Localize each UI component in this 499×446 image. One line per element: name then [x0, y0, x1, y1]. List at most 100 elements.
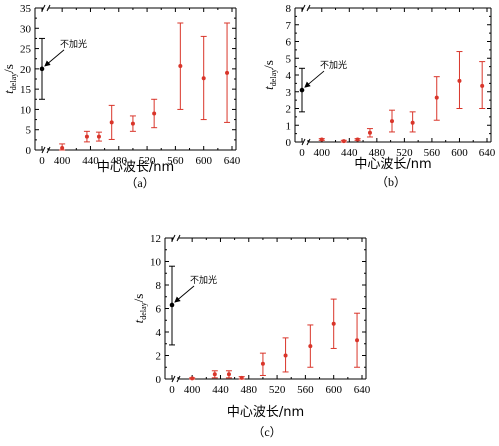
chart-panel-c: 0 2 4 6 8 10 12 0 400 440 480 520 560 600 640 中心波长/nm td…	[131, 233, 371, 439]
y-tick-label: 5	[286, 53, 292, 65]
y-axis-label-subscript: delay	[139, 302, 148, 319]
x-axis-label: 中心波长/nm	[354, 157, 431, 172]
annotation-arrow	[174, 285, 195, 303]
y-tick-label: 12	[150, 233, 161, 245]
x-tick-label: 0	[299, 147, 305, 159]
data-point	[389, 119, 394, 124]
x-tick-label: 520	[396, 147, 413, 159]
data-point	[283, 353, 288, 358]
y-tick-label: 10	[150, 257, 162, 269]
data-point	[201, 76, 206, 81]
y-tick-label: 0	[286, 137, 292, 149]
data-point	[152, 111, 157, 116]
data-point	[355, 137, 360, 142]
data-point	[225, 70, 230, 75]
y-axis-label-symbol: t	[1, 90, 16, 94]
x-tick-label: 0	[39, 155, 45, 167]
chart-panel-b: 0 1 2 3 4 5 6 7 8 0 400 440 480 520 560 600 640 中心波长/nm td…	[261, 3, 496, 189]
x-tick-label: 600	[195, 155, 212, 167]
x-tick-label: 0	[169, 384, 175, 396]
y-axis-label: tdelay/s	[131, 294, 148, 324]
data-point	[226, 372, 231, 377]
x-tick-label: 600	[451, 147, 468, 159]
x-tick-label: 400	[184, 384, 201, 396]
x-tick-label: 600	[325, 384, 342, 396]
y-axis-label: tdelay/s	[1, 64, 18, 94]
x-axis-label: 中心波长/nm	[97, 160, 174, 175]
y-tick-label: 25	[20, 44, 32, 56]
x-tick-label: 560	[424, 147, 441, 159]
x-tick-label: 440	[341, 147, 358, 159]
y-tick-label: 35	[20, 3, 32, 15]
data-point	[60, 145, 65, 150]
data-point	[457, 78, 462, 83]
x-axis-label: 中心波长/nm	[227, 405, 304, 420]
x-tick-label: 400	[314, 147, 331, 159]
axis-break-gap	[173, 236, 179, 240]
x-tick-label: 640	[354, 384, 371, 396]
annotation-arrow	[44, 49, 65, 67]
chart-panel-a: 0 5 10 15 20 25 30 35 0 400 440 480 520 560 600 640 中心波长…	[1, 3, 241, 190]
y-axis-label-unit: /s	[131, 294, 146, 303]
y-axis-label-unit: /s	[1, 64, 16, 73]
data-point	[308, 344, 313, 349]
axis-break-gap	[173, 377, 179, 381]
y-tick-label: 7	[286, 20, 292, 32]
axis-break-mark	[171, 375, 176, 383]
axis-break-gap	[303, 140, 309, 144]
data-point	[190, 376, 195, 381]
axis-break-mark	[301, 138, 306, 146]
x-tick-label: 640	[224, 155, 241, 167]
data-point	[480, 83, 485, 88]
y-tick-label: 1	[286, 120, 292, 132]
y-tick-label: 5	[26, 125, 32, 137]
data-point	[410, 120, 415, 125]
data-point	[341, 139, 346, 144]
panel-label: （b）	[376, 175, 406, 189]
panel-label: （a）	[125, 176, 154, 190]
y-tick-label: 4	[156, 327, 162, 339]
y-tick-label: 15	[20, 84, 32, 96]
data-point	[260, 361, 265, 366]
y-axis-label-symbol: t	[131, 319, 146, 323]
baseline-point	[39, 66, 45, 72]
data-point	[367, 130, 372, 135]
baseline-point	[169, 302, 175, 308]
annotation-arrow	[304, 70, 325, 88]
y-axis-label-subscript: delay	[9, 73, 18, 90]
axis-break-mark	[41, 146, 46, 154]
annotation-label: 不加光	[320, 59, 347, 71]
data-point	[434, 95, 439, 100]
data-point	[319, 137, 324, 142]
x-tick-label: 520	[269, 384, 286, 396]
y-axis-label-unit: /s	[261, 60, 276, 69]
y-tick-label: 3	[286, 87, 292, 99]
x-tick-label: 640	[479, 147, 496, 159]
axis-break-gap	[43, 148, 49, 152]
data-point	[130, 121, 135, 126]
y-tick-label: 6	[286, 37, 292, 49]
y-tick-label: 0	[26, 145, 32, 157]
y-tick-label: 2	[286, 104, 292, 116]
panel-label: （c）	[252, 425, 281, 439]
y-tick-label: 0	[156, 374, 162, 386]
x-tick-label: 480	[111, 155, 128, 167]
y-axis-label-subscript: delay	[269, 69, 278, 86]
x-tick-label: 440	[212, 384, 229, 396]
x-tick-label: 480	[241, 384, 258, 396]
y-axis-label: tdelay/s	[261, 60, 278, 90]
x-tick-label: 560	[167, 155, 184, 167]
data-point	[239, 375, 244, 380]
y-tick-label: 4	[286, 70, 292, 82]
y-tick-label: 20	[20, 64, 32, 76]
y-tick-label: 8	[286, 3, 292, 15]
data-point	[96, 134, 101, 139]
data-point	[331, 321, 336, 326]
data-point	[84, 134, 89, 139]
data-point	[212, 372, 217, 377]
y-tick-label: 10	[20, 104, 32, 116]
axis-break-gap	[303, 6, 309, 10]
data-point	[178, 64, 183, 69]
y-tick-label: 6	[156, 304, 162, 316]
